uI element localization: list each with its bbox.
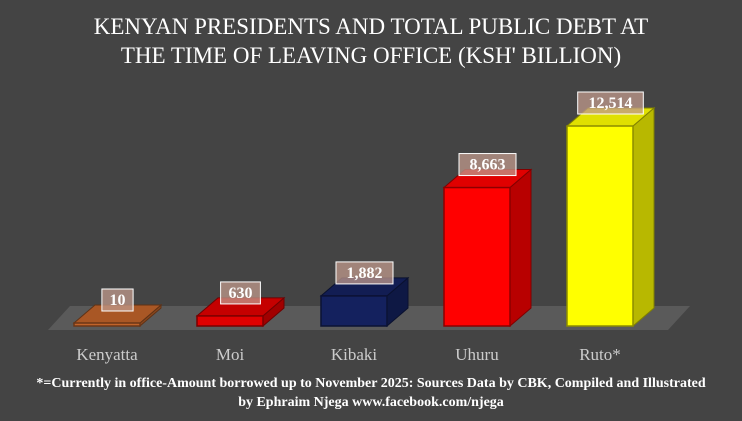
footnote-line-2: by Ephraim Njega www.facebook.com/njega <box>238 395 504 410</box>
data-label-kenyatta: 10 <box>101 288 134 312</box>
bar-ruto <box>565 106 656 328</box>
bar-side-ruto <box>632 106 655 328</box>
data-label-text-moi: 630 <box>229 285 253 302</box>
data-label-box-moi <box>220 281 261 305</box>
chart-title-line-2: THE TIME OF LEAVING OFFICE (KSH' BILLION… <box>120 43 622 68</box>
data-label-uhuru: 8,663 <box>458 153 517 177</box>
bar-uhuru <box>442 168 533 328</box>
footnote-line-1: *=Currently in office-Amount borrowed up… <box>36 376 706 391</box>
bar-kibaki <box>319 276 410 328</box>
data-label-box-uhuru <box>458 153 517 177</box>
bar-front-moi <box>196 315 264 327</box>
data-label-moi: 630 <box>220 281 261 305</box>
bar-kenyatta <box>72 303 163 328</box>
data-label-box-kenyatta <box>101 288 134 312</box>
data-label-kibaki: 1,882 <box>335 261 394 285</box>
bar-front-kenyatta <box>73 322 141 327</box>
data-labels-group: 10 630 1,882 8,663 12,514 <box>101 91 644 312</box>
data-label-text-kenyatta: 10 <box>110 292 126 309</box>
footnote: *=Currently in office-Amount borrowed up… <box>0 374 742 412</box>
bar-front-uhuru <box>443 186 511 327</box>
data-label-text-kibaki: 1,882 <box>347 265 383 282</box>
chart-title: KENYAN PRESIDENTS AND TOTAL PUBLIC DEBT … <box>0 12 742 70</box>
category-label-uhuru: Uhuru <box>455 345 499 364</box>
bar-front-ruto <box>566 125 634 327</box>
category-labels-group: Kenyatta Moi Kibaki Uhuru Ruto* <box>76 345 620 364</box>
category-label-kibaki: Kibaki <box>331 345 378 364</box>
data-label-text-uhuru: 8,663 <box>470 157 506 174</box>
category-label-kenyatta: Kenyatta <box>76 345 138 364</box>
bar-side-uhuru <box>509 168 532 328</box>
chart-title-line-1: KENYAN PRESIDENTS AND TOTAL PUBLIC DEBT … <box>93 14 649 39</box>
data-label-box-ruto <box>577 91 644 115</box>
category-label-ruto: Ruto* <box>579 345 621 364</box>
bars-group <box>72 106 656 328</box>
bar-moi <box>195 296 286 328</box>
bar-front-kibaki <box>320 295 388 327</box>
category-label-moi: Moi <box>216 345 245 364</box>
data-label-box-kibaki <box>335 261 394 285</box>
data-label-ruto: 12,514 <box>577 91 644 115</box>
data-label-text-ruto: 12,514 <box>589 95 633 112</box>
